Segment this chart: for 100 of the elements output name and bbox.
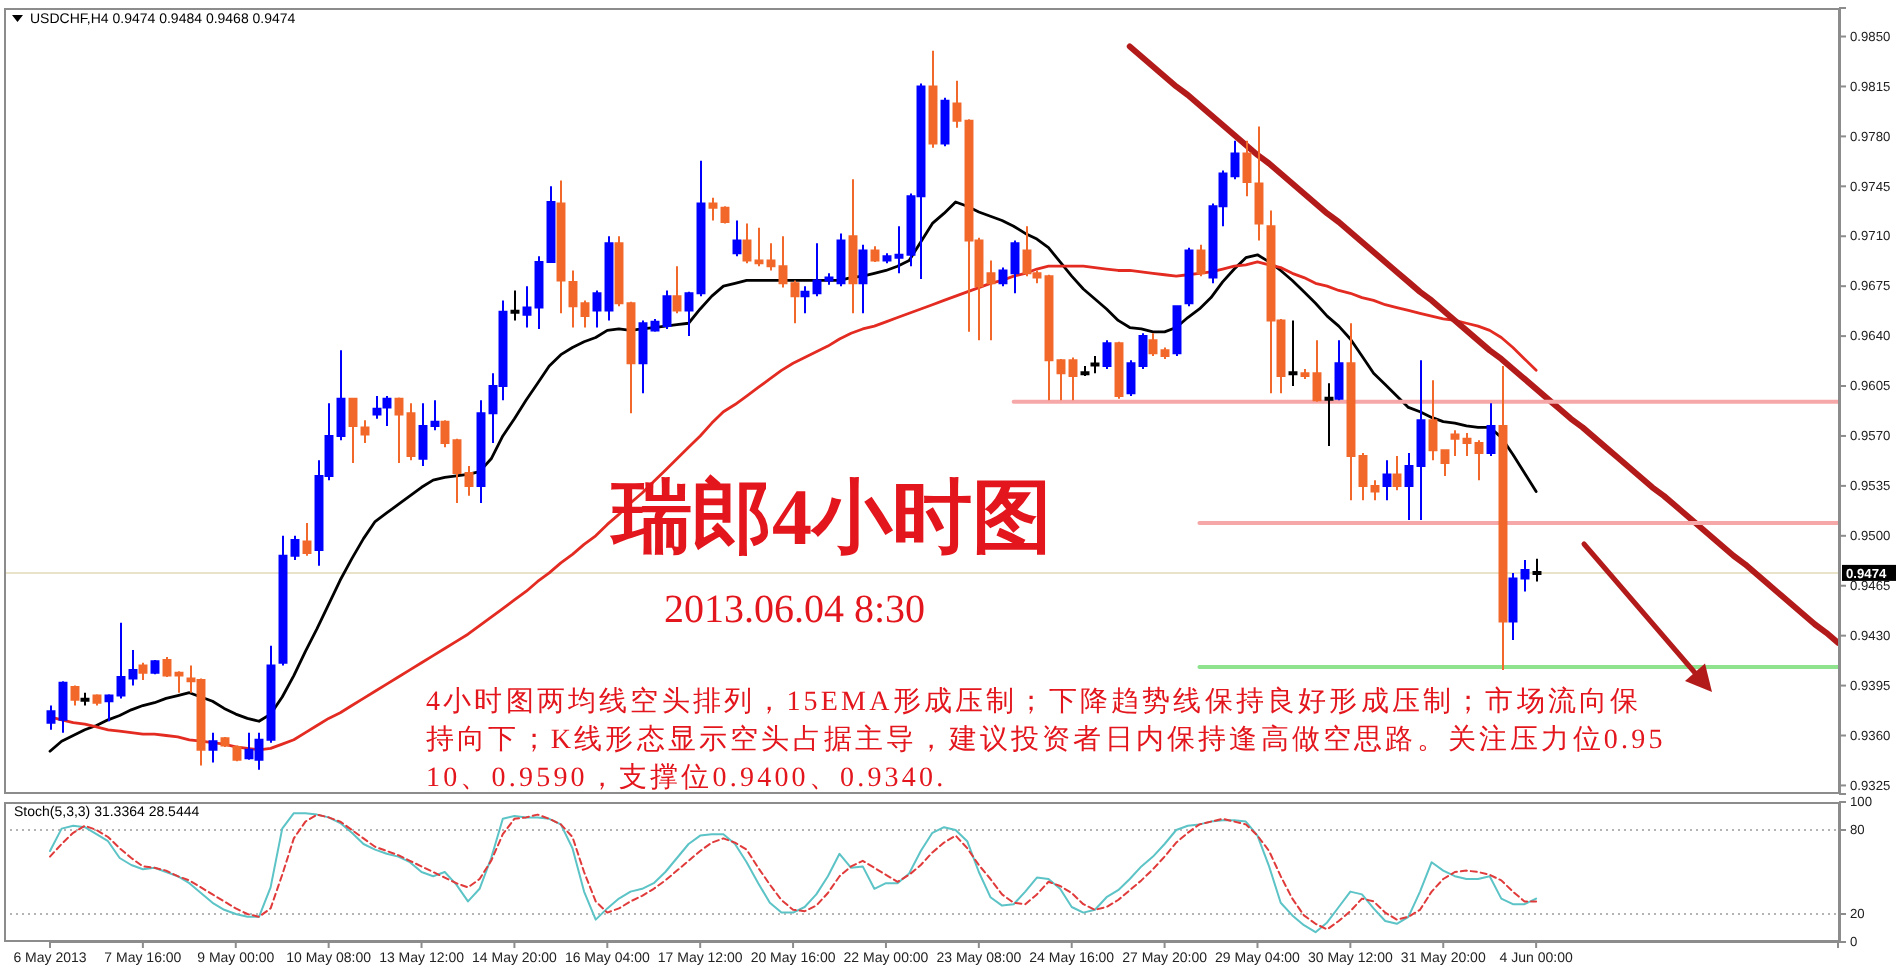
candlestick xyxy=(1090,355,1100,375)
candlestick xyxy=(836,232,846,288)
candlestick xyxy=(766,242,776,272)
text: 瑞郎4小时图 xyxy=(608,472,1052,562)
candlestick xyxy=(732,219,742,258)
candlestick xyxy=(928,49,938,149)
candlestick xyxy=(208,731,218,764)
candlestick xyxy=(348,397,358,465)
candlestick xyxy=(150,658,160,676)
candlestick xyxy=(580,299,590,329)
candlestick xyxy=(952,79,962,129)
candlestick xyxy=(1370,479,1380,502)
candlestick xyxy=(672,265,682,315)
candlestick xyxy=(232,744,242,763)
candlestick xyxy=(1474,439,1484,482)
candlestick xyxy=(1334,339,1344,402)
candlestick xyxy=(870,245,880,263)
candlestick xyxy=(534,255,544,330)
candlestick xyxy=(638,319,648,395)
candlestick xyxy=(162,656,172,679)
candlestick xyxy=(1254,125,1264,242)
candlestick xyxy=(1450,429,1460,457)
candlestick xyxy=(1532,557,1542,583)
candlestick xyxy=(278,534,288,667)
candlestick xyxy=(336,349,346,442)
candlestick xyxy=(138,661,148,681)
candlestick xyxy=(1312,339,1322,403)
candlestick xyxy=(1080,365,1090,378)
candlestick xyxy=(1358,452,1368,502)
candlestick xyxy=(430,399,440,432)
candlestick xyxy=(1242,139,1252,198)
candlestick xyxy=(812,242,822,298)
candlestick xyxy=(1300,367,1310,380)
candlestick xyxy=(720,205,730,225)
candlestick xyxy=(848,178,858,315)
candlestick xyxy=(1508,571,1518,641)
candlestick xyxy=(394,396,404,465)
candlestick xyxy=(940,96,950,148)
candlestick xyxy=(1428,379,1438,462)
candlestick xyxy=(790,279,800,325)
candlestick xyxy=(696,159,706,298)
candlestick xyxy=(894,225,904,275)
candlestick xyxy=(684,290,694,338)
candlestick xyxy=(998,266,1008,288)
candlestick xyxy=(418,402,428,467)
candlestick xyxy=(1230,139,1240,181)
candlestick xyxy=(1324,382,1334,447)
candlestick xyxy=(1416,359,1426,522)
candlestick xyxy=(382,395,392,427)
candlestick xyxy=(174,670,184,694)
candlestick xyxy=(1392,454,1402,492)
candlestick xyxy=(568,269,578,329)
annotation: 4小时图两均线空头排列，15EMA形成压制；下降趋势线保持良好形成压制；市场流向保持向下；K线形态显示空头占据主导，建议投资者日内保持逢高做空思路。关注压力位0.9510、0.9590，支撑位0.9400、0.9340. xyxy=(426,686,1666,794)
candlestick xyxy=(614,235,624,308)
candlestick xyxy=(708,196,718,222)
candlestick xyxy=(1462,432,1472,457)
candlestick xyxy=(46,704,56,731)
candlestick xyxy=(626,300,636,415)
candlestick xyxy=(742,222,752,265)
candlestick xyxy=(70,684,80,707)
candlestick xyxy=(1346,322,1356,502)
candlestick xyxy=(92,693,102,707)
candlestick xyxy=(302,521,312,557)
candlestick xyxy=(220,735,230,748)
candlestick xyxy=(452,437,462,504)
candlestick xyxy=(1044,273,1054,402)
candlestick xyxy=(986,259,996,342)
text: 2013.06.04 8:30 xyxy=(664,588,926,632)
candlestick xyxy=(440,419,450,449)
candlestick xyxy=(510,289,520,322)
candlestick xyxy=(104,693,114,723)
candlestick xyxy=(266,644,276,744)
candlestick xyxy=(662,289,672,330)
candlestick xyxy=(128,648,138,687)
candlestick xyxy=(1056,357,1066,402)
candlestick xyxy=(1114,340,1124,400)
candlestick xyxy=(1520,559,1530,593)
candlestick xyxy=(1138,332,1148,370)
candlestick xyxy=(592,289,602,329)
candlestick xyxy=(556,179,566,315)
candlestick xyxy=(1498,365,1508,671)
candlestick xyxy=(58,680,68,734)
candlestick xyxy=(778,235,788,289)
candlestick xyxy=(1148,332,1158,358)
candlestick xyxy=(80,691,90,707)
candlestick xyxy=(800,285,810,315)
candlestick xyxy=(1440,449,1450,477)
candlestick xyxy=(476,399,486,504)
candlestick xyxy=(1486,402,1496,457)
candlestick xyxy=(858,243,868,315)
candlestick xyxy=(116,621,126,700)
candlestick xyxy=(360,419,370,445)
candlestick xyxy=(290,534,300,562)
candlestick xyxy=(604,235,614,322)
line-series xyxy=(1126,43,1840,646)
candlestick xyxy=(1068,356,1078,402)
candlestick xyxy=(824,272,834,286)
candlestick xyxy=(406,402,416,462)
candlestick xyxy=(1288,319,1298,388)
candlestick xyxy=(882,252,892,265)
